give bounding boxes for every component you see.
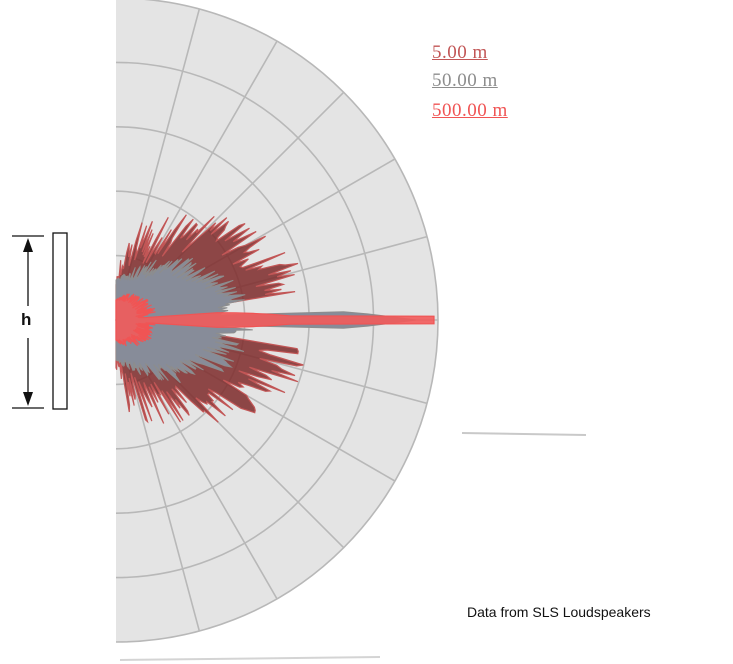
array-height-label: h [21, 310, 32, 329]
arrowhead-up-icon [23, 238, 33, 252]
scan-artifact-line [119, 656, 381, 661]
legend-item-500m: 500.00 m [432, 100, 508, 121]
decorations [12, 232, 587, 661]
legend-item-50m: 50.00 m [432, 70, 498, 91]
arrowhead-down-icon [23, 392, 33, 406]
source-credit: Data from SLS Loudspeakers [467, 604, 651, 620]
legend-item-5m: 5.00 m [432, 42, 488, 63]
scan-artifact-line [461, 432, 587, 436]
series-layer [115, 214, 435, 424]
series-500m-pattern [115, 293, 435, 347]
array-column [52, 232, 68, 410]
